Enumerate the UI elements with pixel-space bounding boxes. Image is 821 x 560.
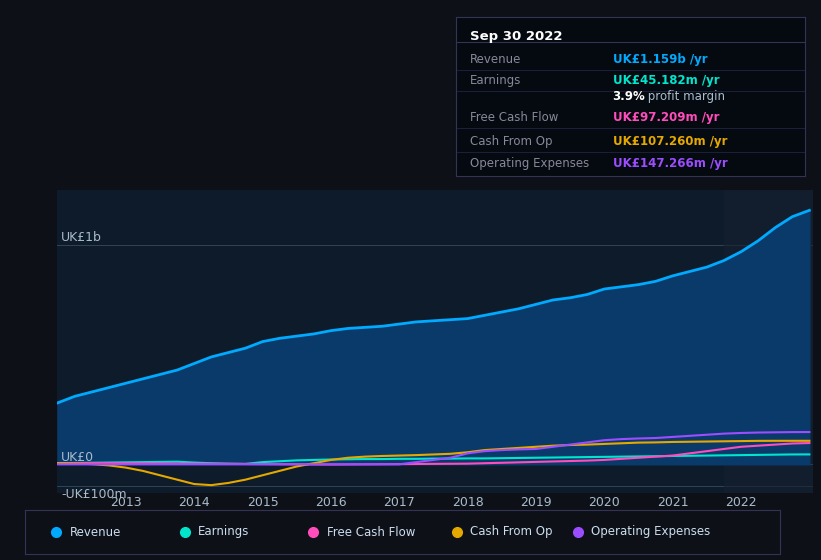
Text: UK£0: UK£0 bbox=[61, 451, 94, 464]
Text: UK£1.159b /yr: UK£1.159b /yr bbox=[612, 53, 708, 67]
Text: Sep 30 2022: Sep 30 2022 bbox=[470, 30, 562, 43]
Text: Cash From Op: Cash From Op bbox=[470, 525, 553, 539]
Text: 2016: 2016 bbox=[315, 496, 346, 509]
Text: 2014: 2014 bbox=[178, 496, 210, 509]
Text: UK£147.266m /yr: UK£147.266m /yr bbox=[612, 157, 727, 170]
Text: 2015: 2015 bbox=[246, 496, 278, 509]
Text: 3.9%: 3.9% bbox=[612, 90, 645, 103]
Text: UK£107.260m /yr: UK£107.260m /yr bbox=[612, 135, 727, 148]
Text: Operating Expenses: Operating Expenses bbox=[470, 157, 589, 170]
Text: 2013: 2013 bbox=[110, 496, 142, 509]
Text: 2017: 2017 bbox=[383, 496, 415, 509]
Text: 2022: 2022 bbox=[725, 496, 757, 509]
Text: 2019: 2019 bbox=[521, 496, 552, 509]
Text: Revenue: Revenue bbox=[470, 53, 521, 67]
Text: Free Cash Flow: Free Cash Flow bbox=[327, 525, 415, 539]
Text: 2020: 2020 bbox=[589, 496, 620, 509]
Text: Revenue: Revenue bbox=[70, 525, 122, 539]
Text: UK£45.182m /yr: UK£45.182m /yr bbox=[612, 74, 719, 87]
Text: 2018: 2018 bbox=[452, 496, 484, 509]
Text: UK£97.209m /yr: UK£97.209m /yr bbox=[612, 111, 719, 124]
Text: -UK£100m: -UK£100m bbox=[61, 488, 126, 501]
Text: Earnings: Earnings bbox=[470, 74, 521, 87]
Text: UK£1b: UK£1b bbox=[61, 231, 102, 244]
Text: profit margin: profit margin bbox=[644, 90, 725, 103]
Bar bbox=[724, 190, 816, 493]
Text: 2021: 2021 bbox=[657, 496, 689, 509]
Text: Free Cash Flow: Free Cash Flow bbox=[470, 111, 558, 124]
Text: Operating Expenses: Operating Expenses bbox=[591, 525, 710, 539]
Text: Earnings: Earnings bbox=[199, 525, 250, 539]
Text: Cash From Op: Cash From Op bbox=[470, 135, 552, 148]
